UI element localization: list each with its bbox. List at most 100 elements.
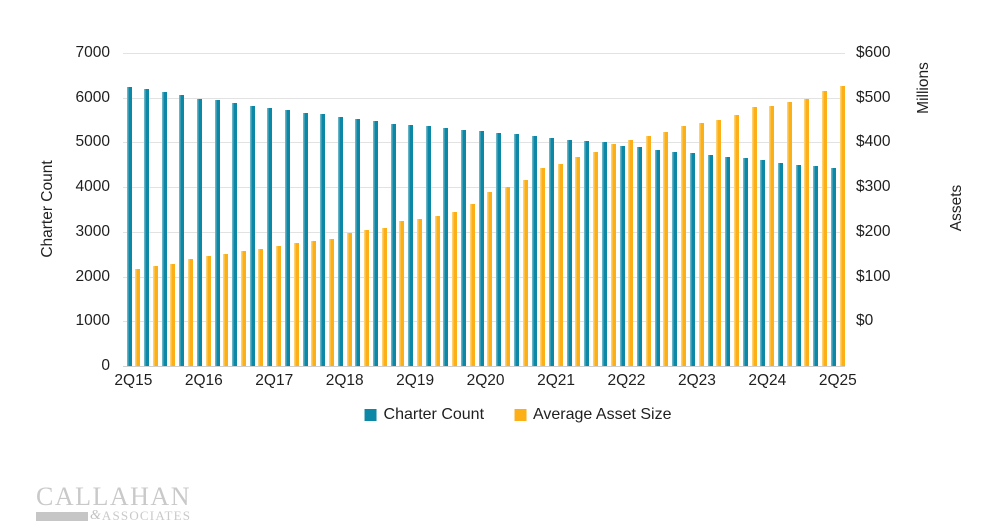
bar-average-asset-size <box>452 212 458 366</box>
bar-charter-count <box>707 155 713 366</box>
bar-charter-count <box>267 107 273 366</box>
bar-average-asset-size <box>346 232 352 366</box>
bar-charter-count <box>284 109 290 366</box>
bar-charter-count <box>161 92 167 366</box>
x-axis-tick: 2Q21 <box>537 372 575 389</box>
bar-average-asset-size <box>751 106 757 366</box>
bar-charter-count <box>531 136 537 366</box>
bar-average-asset-size <box>399 220 405 366</box>
x-axis-tick: 2Q20 <box>466 372 505 389</box>
bar-charter-count <box>126 86 132 366</box>
y-axis-right-tick: $200 <box>856 222 891 240</box>
bar-average-asset-size <box>610 144 616 366</box>
bar-average-asset-size <box>416 218 422 366</box>
bar-charter-count <box>513 134 519 366</box>
gridline <box>123 98 845 99</box>
bar-average-asset-size <box>821 90 827 366</box>
bar-charter-count <box>302 113 308 366</box>
bar-average-asset-size <box>293 243 299 366</box>
left-axis-title: Charter Count <box>39 160 56 258</box>
bar-charter-count <box>390 123 396 366</box>
bar-average-asset-size <box>487 191 493 366</box>
x-axis-tick: 2Q17 <box>255 372 294 389</box>
logo-associates-row: & ASSOCIATES <box>36 508 191 524</box>
bar-average-asset-size <box>505 186 510 366</box>
bar-average-asset-size <box>152 266 158 366</box>
logo-bar-shape <box>36 511 88 521</box>
bar-average-asset-size <box>522 180 528 366</box>
y-axis-left-tick: 2000 <box>75 267 110 285</box>
legend-label: Average Asset Size <box>533 406 672 423</box>
bar-average-asset-size <box>188 259 194 366</box>
gridline <box>123 142 845 143</box>
bar-charter-count <box>232 103 238 366</box>
bar-average-asset-size <box>223 254 229 366</box>
bar-charter-count <box>601 142 607 366</box>
y-axis-right-tick: $400 <box>856 133 891 151</box>
x-axis-tick: 2Q22 <box>607 372 646 389</box>
y-axis-right-tick: $500 <box>856 88 891 106</box>
bar-charter-count <box>672 151 678 366</box>
bar-charter-count <box>725 157 731 366</box>
gridline <box>123 53 845 54</box>
bar-average-asset-size <box>381 227 387 366</box>
bar-charter-count <box>320 114 326 366</box>
logo-associates-text: ASSOCIATES <box>101 508 192 523</box>
bar-charter-count <box>249 105 255 366</box>
bar-average-asset-size <box>804 99 810 366</box>
bar-average-asset-size <box>557 163 563 366</box>
bar-average-asset-size <box>540 167 546 366</box>
y-axis-left-tick: 0 <box>101 357 110 374</box>
bar-charter-count <box>830 168 836 366</box>
legend-item-charter-count: Charter Count <box>364 406 484 424</box>
bar-average-asset-size <box>311 241 317 366</box>
y-axis-right-tick: $100 <box>856 267 891 285</box>
x-axis-tick: 2Q18 <box>325 372 364 389</box>
bar-charter-count <box>355 118 361 366</box>
bar-average-asset-size <box>733 114 739 366</box>
x-axis-tick: 2Q19 <box>396 372 435 389</box>
bar-charter-count <box>496 132 502 366</box>
y-axis-right-tick: $0 <box>856 312 874 330</box>
charter-count-swatch-icon <box>364 409 377 421</box>
x-axis-tick: 2Q24 <box>748 372 787 389</box>
bar-charter-count <box>461 129 467 366</box>
bar-charter-count <box>443 127 449 366</box>
y-axis-right-tick: $300 <box>856 178 891 196</box>
bar-charter-count <box>337 117 343 366</box>
bar-charter-count <box>196 99 202 366</box>
y-axis-right-tick: $600 <box>856 44 891 61</box>
legend: Charter Count Average Asset Size <box>364 406 671 424</box>
bar-charter-count <box>778 162 784 366</box>
gridline <box>123 277 845 278</box>
bar-average-asset-size <box>681 126 687 366</box>
bar-average-asset-size <box>240 250 246 366</box>
y-axis-left-tick: 5000 <box>75 133 110 151</box>
bar-average-asset-size <box>645 136 651 366</box>
gridline <box>123 321 845 322</box>
bar-average-asset-size <box>364 229 370 366</box>
bar-charter-count <box>214 100 220 366</box>
bar-average-asset-size <box>434 216 440 366</box>
bar-average-asset-size <box>769 106 775 366</box>
bar-charter-count <box>584 140 590 366</box>
right-axis-title-assets: Assets <box>948 184 965 232</box>
bar-charter-count <box>478 131 484 366</box>
bar-average-asset-size <box>469 203 475 366</box>
bar-average-asset-size <box>135 268 141 366</box>
bar-average-asset-size <box>698 123 704 366</box>
bar-charter-count <box>408 124 414 366</box>
logo-ampersand: & <box>90 508 101 523</box>
bar-charter-count <box>549 137 555 366</box>
y-axis-left-tick: 6000 <box>75 88 110 106</box>
bar-average-asset-size <box>628 139 634 366</box>
bar-average-asset-size <box>258 248 264 366</box>
plot-area <box>123 53 845 367</box>
bar-charter-count <box>690 153 695 366</box>
bar-charter-count <box>742 158 748 366</box>
gridline <box>123 232 845 233</box>
x-axis-tick: 2Q15 <box>114 372 153 389</box>
y-axis-left-tick: 4000 <box>75 178 110 196</box>
bar-average-asset-size <box>328 238 334 366</box>
legend-item-average-asset-size: Average Asset Size <box>514 406 671 424</box>
